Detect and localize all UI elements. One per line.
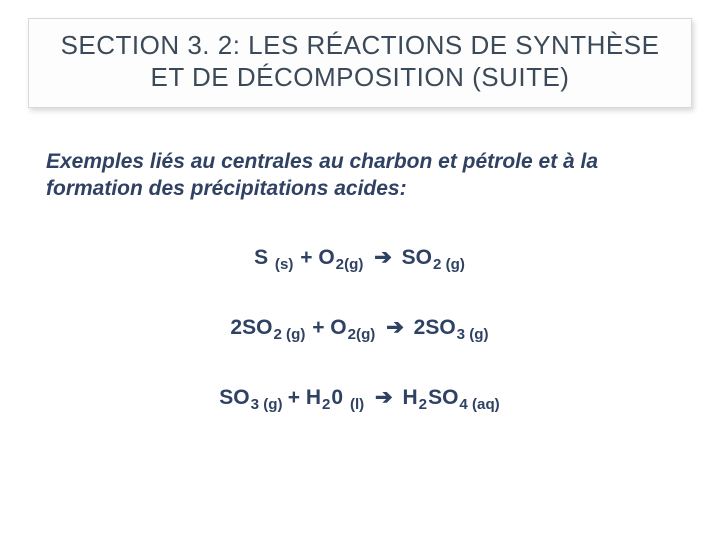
equation-3: SO3 (g) + H20 (l) ➔ H2SO4 (aq) — [0, 385, 720, 410]
slide: SECTION 3. 2: LES RÉACTIONS DE SYNTHÈSE … — [0, 0, 720, 540]
eq2-s2: 2(g) — [347, 326, 377, 343]
eq1-s3: 2 (g) — [432, 256, 466, 273]
title-box: SECTION 3. 2: LES RÉACTIONS DE SYNTHÈSE … — [28, 18, 692, 108]
intro-text: Exemples liés au centrales au charbon et… — [46, 148, 674, 202]
eq2-s1: 2 (g) — [272, 326, 306, 343]
eq3-s4: 2 — [418, 396, 428, 413]
eq2-s3: 3 (g) — [456, 326, 490, 343]
eq3-t3: 0 — [331, 386, 349, 409]
eq1-t1: S — [254, 246, 274, 269]
title-text: SECTION 3. 2: LES RÉACTIONS DE SYNTHÈSE … — [45, 29, 675, 93]
eq3-t1: SO — [219, 386, 249, 409]
arrow-icon: ➔ — [382, 315, 408, 340]
equation-1: S (s) + O2(g) ➔ SO2 (g) — [0, 245, 720, 270]
eq2-t1b: SO — [242, 316, 272, 339]
eq3-t5: H — [397, 386, 418, 409]
eq1-t2: + O — [294, 246, 334, 269]
eq2-t1: 2 — [230, 316, 242, 339]
eq2-t4b: SO — [425, 316, 455, 339]
eq2-t4: 2 — [408, 316, 426, 339]
title-line2: ET DE DÉCOMPOSITION (SUITE) — [151, 62, 570, 92]
eq3-s1: 3 (g) — [250, 396, 288, 413]
arrow-icon: ➔ — [370, 245, 396, 270]
eq2-t2: + O — [306, 316, 346, 339]
title-line1: SECTION 3. 2: LES RÉACTIONS DE SYNTHÈSE — [61, 30, 660, 60]
eq3-t2b: H — [306, 386, 321, 409]
eq3-s2: 2 — [321, 396, 331, 413]
eq1-t4: SO — [396, 246, 432, 269]
eq3-t2: + — [288, 386, 306, 409]
eq1-s1: (s) — [274, 256, 294, 273]
eq1-s2: 2(g) — [335, 256, 365, 273]
eq3-s3: (l) — [349, 396, 365, 413]
eq3-t6: SO — [428, 386, 458, 409]
arrow-icon: ➔ — [371, 385, 397, 410]
equation-2: 2SO2 (g) + O2(g) ➔ 2SO3 (g) — [0, 315, 720, 340]
eq3-s5: 4 (aq) — [458, 396, 500, 413]
